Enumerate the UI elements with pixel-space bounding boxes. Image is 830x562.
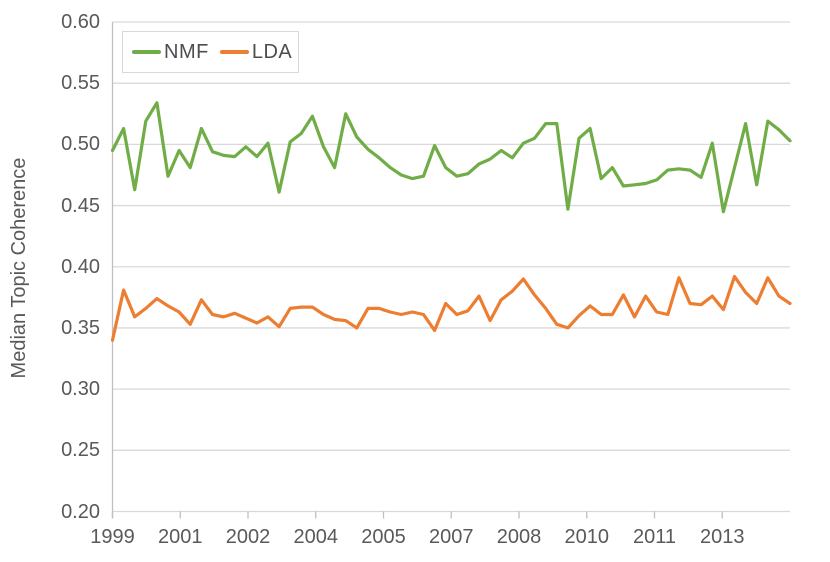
nmf-line-swatch-icon [132, 50, 161, 54]
y-tick-label: 0.55 [61, 72, 100, 95]
x-tick-label: 2010 [564, 526, 610, 548]
x-tick-label: 2005 [361, 526, 406, 548]
y-tick-label: 0.40 [61, 255, 100, 278]
x-tick-label: 2007 [429, 526, 474, 548]
legend-item-nmf: NMF [132, 41, 209, 64]
x-tick-label: 2002 [225, 526, 271, 548]
lda-series-line [110, 274, 792, 342]
legend-item-lda: LDA [219, 40, 293, 64]
nmf-series-line [110, 101, 792, 214]
x-tick-label: 2013 [700, 526, 745, 548]
y-tick-label: 0.45 [61, 194, 100, 217]
x-tick-label: 2001 [158, 526, 203, 548]
legend-label-nmf: NMF [164, 40, 209, 63]
y-tick-label: 0.50 [61, 133, 100, 156]
x-tick-label: 1999 [90, 526, 135, 548]
y-axis-title: Median Topic Coherence [8, 157, 30, 379]
x-tick-label: 2011 [632, 526, 676, 548]
y-tick-label: 0.25 [61, 439, 100, 462]
y-tick-label: 0.60 [61, 11, 100, 33]
legend: NMF LDA [122, 31, 299, 73]
legend-label-lda: LDA [251, 40, 293, 63]
x-tick-label: 2008 [496, 526, 542, 548]
x-tick-label: 2004 [293, 526, 339, 548]
y-tick-label: 0.20 [61, 500, 100, 523]
y-tick-label: 0.30 [61, 378, 100, 401]
y-tick-label: 0.35 [61, 316, 100, 339]
lda-line-swatch-icon [219, 50, 249, 54]
